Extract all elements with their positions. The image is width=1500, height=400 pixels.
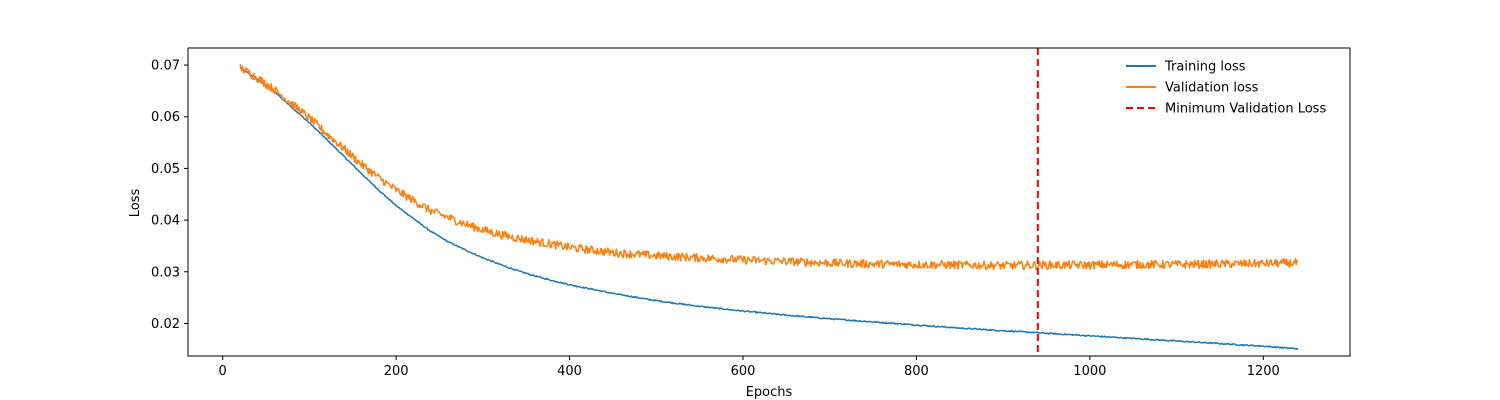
y-tick-label: 0.07 — [151, 59, 180, 74]
y-tick-label: 0.03 — [151, 265, 180, 280]
x-tick-label: 200 — [384, 364, 409, 379]
legend-label-training-loss: Training loss — [1164, 60, 1246, 75]
x-axis-ticks: 0 200 400 600 800 1000 1200 — [219, 356, 1280, 379]
x-tick-label: 1200 — [1247, 364, 1280, 379]
y-tick-label: 0.06 — [151, 110, 180, 125]
y-axis-ticks: 0.02 0.03 0.04 0.05 0.06 0.07 — [151, 59, 188, 332]
legend: Training loss Validation loss Minimum Vali… — [1126, 60, 1326, 117]
x-tick-label: 0 — [219, 364, 227, 379]
series-layer — [239, 48, 1299, 356]
y-axis-label: Loss — [128, 189, 143, 218]
legend-label-validation-loss: Validation loss — [1165, 81, 1259, 96]
legend-label-minimum-validation-loss: Minimum Validation Loss — [1165, 102, 1326, 117]
x-tick-label: 600 — [731, 364, 756, 379]
x-axis-label: Epochs — [746, 385, 793, 400]
plot-frame — [187, 47, 1351, 357]
x-tick-label: 400 — [557, 364, 582, 379]
x-tick-label: 1000 — [1073, 364, 1106, 379]
x-tick-label: 800 — [904, 364, 929, 379]
y-tick-label: 0.04 — [151, 214, 180, 229]
plot-frame-bg — [188, 48, 1350, 356]
plot-area — [187, 47, 1351, 357]
y-tick-label: 0.05 — [151, 162, 180, 177]
validation-loss-line — [239, 63, 1299, 271]
y-tick-label: 0.02 — [151, 317, 180, 332]
training-loss-line — [239, 66, 1299, 351]
